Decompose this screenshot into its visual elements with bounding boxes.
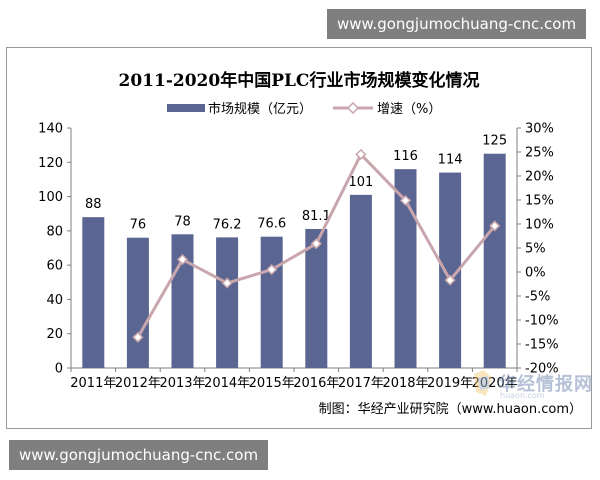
- y-right-tick-label: -5%: [525, 290, 550, 305]
- y-right-tick-label: -15%: [525, 338, 559, 353]
- bar: [82, 217, 105, 368]
- bar-data-label: 81.1: [302, 209, 331, 224]
- bar: [305, 228, 328, 368]
- x-tick-label: 2018年: [382, 376, 428, 391]
- bar-data-label: 114: [438, 153, 463, 168]
- x-tick-label: 2017年: [338, 376, 384, 391]
- legend-label-market-size: 市场规模（亿元）: [208, 101, 312, 117]
- bar: [216, 237, 239, 368]
- y-left-tick-label: 0: [55, 362, 63, 377]
- bar: [126, 237, 149, 368]
- bar-data-label: 88: [85, 197, 102, 212]
- bar-data-label: 78: [174, 214, 191, 229]
- x-tick-label: 2016年: [293, 376, 339, 391]
- bar: [260, 236, 283, 368]
- brand-url: huaon.com: [500, 391, 545, 400]
- y-left-tick-label: 80: [46, 224, 63, 239]
- y-left-tick-label: 100: [38, 190, 63, 205]
- y-right-tick-label: 20%: [525, 170, 554, 185]
- bar: [349, 194, 372, 368]
- y-left-tick-label: 40: [46, 293, 63, 308]
- source-note: 制图：华经产业研究院（www.huaon.com）: [319, 402, 582, 417]
- x-tick-label: 2014年: [204, 376, 250, 391]
- bar-data-label: 125: [482, 134, 507, 149]
- bar-data-label: 116: [393, 149, 418, 164]
- legend-label-growth: 增速（%）: [377, 102, 441, 117]
- y-right-tick-label: -10%: [525, 314, 559, 329]
- x-tick-label: 2020年: [472, 376, 518, 391]
- y-right-tick-label: 25%: [525, 146, 554, 161]
- growth-point: [221, 277, 233, 289]
- legend-bar-swatch: [167, 104, 205, 112]
- growth-point: [176, 253, 189, 266]
- x-tick-label: 2013年: [159, 376, 205, 391]
- y-left-tick-label: 120: [38, 156, 63, 171]
- growth-point: [266, 264, 278, 276]
- brand-name: 华经情报网: [498, 374, 593, 395]
- brand-watermark: 华经情报网 huaon.com: [470, 368, 592, 402]
- growth-point: [132, 331, 144, 343]
- legend-line-marker: [346, 101, 360, 115]
- growth-point: [399, 194, 412, 207]
- y-right-tick-label: 5%: [525, 242, 546, 257]
- bar-data-label: 76.2: [213, 217, 242, 232]
- growth-point: [355, 148, 367, 160]
- x-tick-label: 2011年: [70, 376, 116, 391]
- y-right-tick-label: 15%: [525, 194, 554, 209]
- chart-frame: 2011-2020年中国PLC行业市场规模变化情况 市场规模（亿元） 增速（%） 0 2…: [6, 47, 592, 429]
- y-left-tick-label: 140: [38, 122, 63, 137]
- x-tick-label: 2012年: [115, 376, 161, 391]
- watermark-top: www.gongjumochuang-cnc.com: [327, 9, 587, 39]
- watermark-bottom: www.gongjumochuang-cnc.com: [9, 440, 269, 470]
- bar-data-label: 101: [348, 175, 373, 190]
- bar: [439, 172, 462, 368]
- y-left-tick-label: 60: [46, 259, 63, 274]
- x-tick-label: 2019年: [427, 376, 473, 391]
- bar: [394, 169, 417, 368]
- bar-data-label: 76: [130, 218, 147, 233]
- y-left-tick-label: 20: [46, 327, 63, 342]
- y-right-tick-label: 30%: [525, 122, 554, 137]
- y-right-tick-label: -20%: [525, 362, 559, 377]
- bar: [483, 153, 506, 368]
- y-right-tick-label: 0%: [525, 266, 546, 281]
- growth-point: [310, 238, 322, 250]
- bar-data-label: 76.6: [257, 217, 286, 232]
- x-tick-label: 2015年: [249, 376, 295, 391]
- growth-point: [444, 274, 456, 286]
- y-right-tick-label: 10%: [525, 218, 554, 233]
- chart-title: 2011-2020年中国PLC行业市场规模变化情况: [119, 70, 480, 91]
- growth-point: [489, 220, 501, 232]
- brand-logo-icon: [474, 370, 492, 396]
